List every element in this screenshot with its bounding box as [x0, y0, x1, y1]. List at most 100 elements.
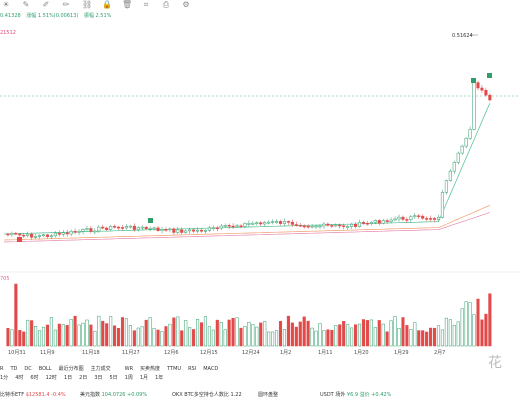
indicator-timeframe-bar: R TD DC BOLL 最近分布图 主力成交 WR 买卖热度 TTMU RSI MACD 1分 4时… — [0, 364, 218, 384]
volume-bar — [405, 325, 409, 347]
volume-bar — [227, 319, 231, 347]
volume-bar — [436, 325, 441, 347]
candle-body — [444, 180, 448, 193]
ticker-item[interactable]: 美元指数 104.0726 +0.09% — [80, 392, 148, 398]
candle-body — [215, 227, 219, 229]
timeframe-option[interactable]: R — [0, 365, 4, 372]
volume-bar — [389, 320, 393, 347]
x-axis-label: 10月31 — [8, 350, 26, 356]
timeframe-option[interactable]: 3日 — [94, 375, 103, 381]
timeframe-option[interactable]: 1分 — [0, 375, 9, 381]
volume-bar — [188, 327, 192, 347]
candle-body — [22, 234, 26, 237]
paint-icon[interactable]: ✎ — [22, 0, 30, 9]
pencil-alt-icon[interactable]: ✏ — [62, 0, 70, 9]
timeframe-option[interactable]: 1周 — [124, 375, 133, 381]
crop-icon[interactable]: ⌗ — [143, 0, 149, 9]
gear-icon[interactable]: ⚙ — [182, 0, 190, 9]
candle-body — [6, 233, 10, 236]
volume-bar — [417, 330, 421, 347]
timeframe-option[interactable]: 2日 — [79, 375, 88, 381]
timeframe-option[interactable]: TTMU — [167, 365, 182, 372]
volume-bar — [41, 326, 46, 347]
volume-bar — [109, 316, 113, 347]
candle-body — [468, 129, 472, 139]
timeframe-option[interactable]: 1日 — [63, 375, 73, 381]
volume-bar — [101, 320, 105, 347]
candle-body — [77, 231, 81, 233]
volume-bar — [247, 321, 251, 347]
pencil-icon[interactable]: ✐ — [42, 0, 50, 9]
timeframe-option[interactable]: WR — [124, 365, 134, 372]
candle-body — [322, 223, 326, 227]
candle-body — [385, 220, 389, 222]
timeframe-option[interactable]: MACD — [203, 365, 219, 372]
volume-bar — [421, 330, 425, 347]
volume-bar — [488, 293, 492, 347]
candle-body — [10, 232, 14, 235]
candle-body — [282, 221, 286, 224]
candle-body — [164, 229, 168, 231]
volume-bar — [286, 315, 290, 347]
timeframe-option[interactable]: 最近分布图 — [58, 366, 84, 372]
x-axis-label: 2月7 — [434, 350, 446, 356]
timeframe-option[interactable]: RSI — [188, 365, 197, 372]
volume-bar — [365, 320, 369, 347]
volume-bar — [267, 331, 271, 347]
timeframe-option[interactable]: DC — [24, 365, 32, 372]
delete-icon[interactable]: 🗑 — [122, 0, 133, 9]
candle-body — [18, 233, 22, 236]
link-icon[interactable]: ⛓ — [82, 0, 93, 9]
indicator-row: R TD DC BOLL 最近分布图 主力成交 WR 买卖热度 TTMU RSI MACD — [0, 364, 218, 373]
candle-body — [144, 226, 148, 229]
print-icon[interactable]: ⎙ — [162, 0, 170, 9]
ticker-item[interactable]: OKX BTC多空持仓人数比 1.22 — [172, 392, 242, 398]
timeframe-option[interactable]: 4时 — [15, 375, 24, 381]
timeframe-option[interactable]: 买卖热度 — [140, 366, 161, 372]
volume-bar — [373, 327, 377, 347]
candle-body — [160, 229, 164, 231]
candle-body — [223, 224, 227, 227]
lock-icon[interactable]: 🔒 — [102, 0, 112, 9]
volume-bar — [93, 330, 97, 347]
volume-bar — [472, 314, 476, 347]
candle-body — [472, 82, 476, 130]
timeframe-option[interactable]: 1年 — [155, 375, 164, 381]
watermark-logo: 花 — [488, 355, 502, 371]
candlestick-chart[interactable]: 0.51624 — [0, 0, 520, 360]
price-amplitude: 振幅 2.51% — [83, 13, 112, 19]
volume-bar — [310, 327, 314, 347]
volume-bar — [354, 324, 358, 347]
timeframe-option[interactable]: TD — [10, 365, 18, 372]
timeframe-option[interactable]: 5日 — [109, 375, 118, 381]
timeframe-option[interactable]: BOLL — [38, 365, 52, 372]
candle-body — [136, 227, 140, 230]
volume-bar — [168, 323, 172, 347]
volume-bar — [385, 331, 389, 347]
ma-line-short — [3, 102, 491, 235]
ticker-item[interactable]: USDT 场外 ¥6.9 溢价 +0.42% — [320, 392, 392, 398]
candle-body — [219, 225, 223, 229]
candle-body — [310, 225, 314, 228]
ticker-item[interactable]: 比特币ETF $12581.4 -0.4% — [0, 392, 66, 398]
x-axis-label: 12月24 — [242, 350, 260, 356]
timeframe-row: 1分 4时 6时 12时 1日 2日 3日 5日 1周 1月 1年 — [0, 373, 218, 382]
candle-body — [373, 220, 377, 223]
candle-body — [326, 223, 330, 226]
candle-body — [306, 225, 310, 228]
candle-body — [109, 226, 113, 230]
candle-body — [476, 82, 480, 89]
timeframe-option[interactable]: 12时 — [45, 375, 57, 381]
candle-body — [140, 226, 144, 229]
sun-icon[interactable]: ☀ — [2, 0, 10, 9]
ticker-item[interactable]: 圆环盘整 — [258, 392, 279, 398]
timeframe-option[interactable]: 主力成交 — [90, 366, 111, 372]
candle-body — [286, 221, 290, 223]
volume-bar — [484, 313, 488, 347]
volume-bar — [69, 319, 73, 347]
volume-bar — [61, 324, 65, 347]
volume-bar — [464, 301, 468, 347]
timeframe-option[interactable]: 1月 — [139, 375, 149, 381]
timeframe-option[interactable]: 6时 — [30, 375, 39, 381]
candle-body — [101, 226, 105, 229]
